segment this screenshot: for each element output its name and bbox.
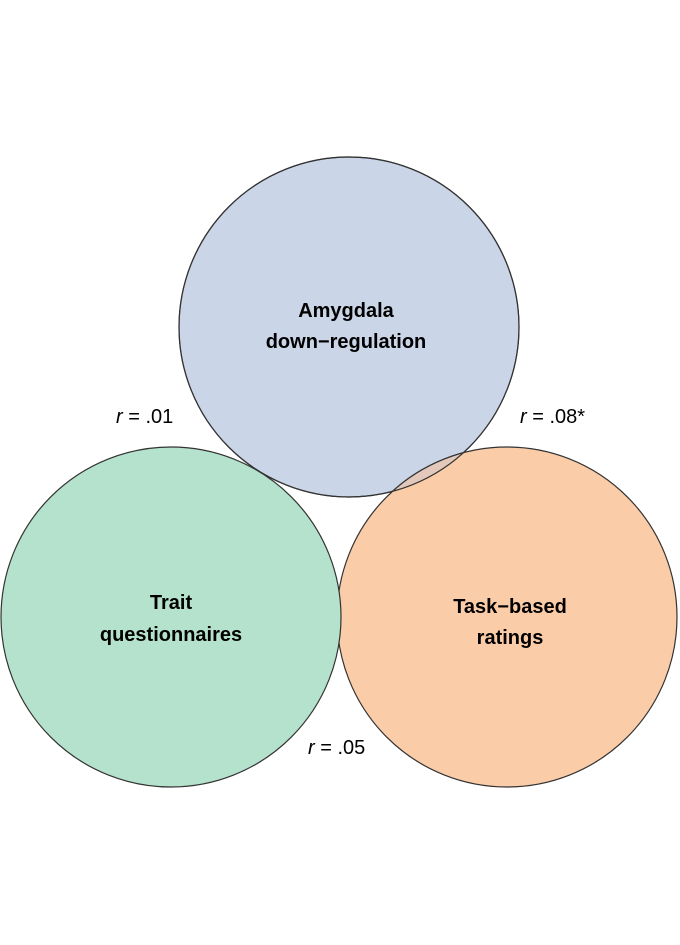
trait-circle xyxy=(0,446,342,788)
task-label-line2: ratings xyxy=(477,627,544,649)
amygdala-label-line2: down−regulation xyxy=(266,331,427,353)
corr-amygdala-task-value: = .08* xyxy=(527,406,586,428)
corr-trait-task-r: r xyxy=(308,737,316,759)
corr-amygdala-trait-value: = .01 xyxy=(123,406,174,428)
amygdala-label-line1: Amygdala xyxy=(298,300,394,322)
corr-amygdala-task: r = .08* xyxy=(520,406,585,428)
amygdala-circle xyxy=(178,156,520,498)
corr-amygdala-task-r: r xyxy=(520,406,528,428)
trait-label-line2: questionnaires xyxy=(100,624,242,646)
corr-trait-task: r = .05 xyxy=(308,737,365,759)
trait-label-line1: Trait xyxy=(150,592,193,614)
corr-amygdala-trait-r: r xyxy=(116,406,124,428)
corr-amygdala-trait: r = .01 xyxy=(116,406,173,428)
amygdala-outline xyxy=(178,156,520,498)
corr-trait-task-value: = .05 xyxy=(315,737,366,759)
task-label-line1: Task−based xyxy=(453,596,567,618)
